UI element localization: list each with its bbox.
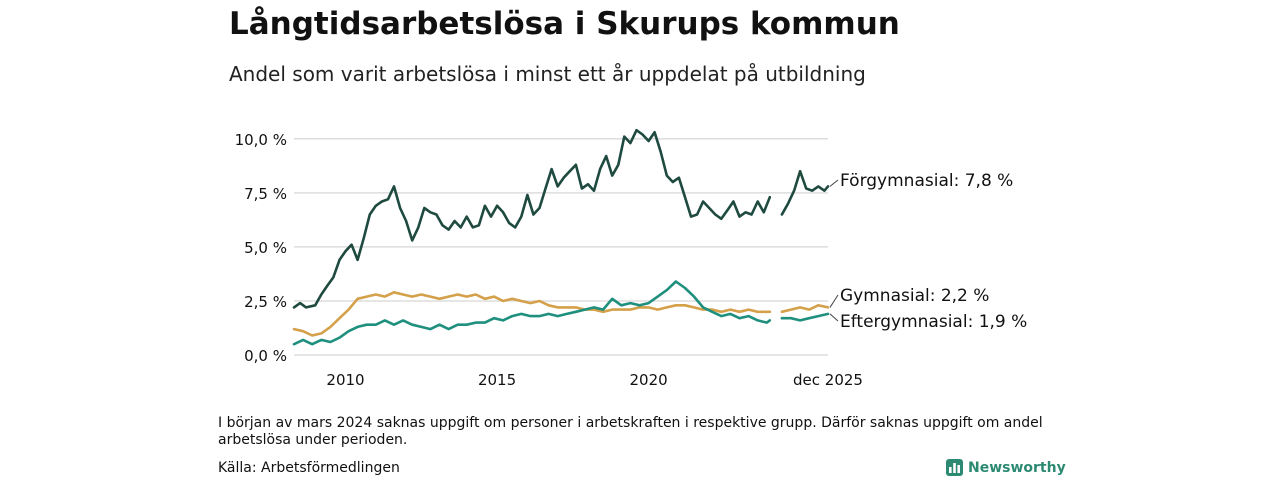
y-tick-label: 5,0 % [244, 239, 287, 257]
line-chart: 0,0 % 2,5 % 5,0 % 7,5 % 10,0 % 2010 2015 2020 d… [235, 128, 1027, 389]
label-leader [829, 294, 839, 308]
x-axis-tick-labels: 2010 2015 2020 dec 2025 [326, 371, 863, 389]
series-lines [292, 128, 830, 346]
footnote: I början av mars 2024 saknas uppgift om … [218, 415, 1043, 448]
x-tick-label: 2015 [478, 371, 516, 389]
x-tick-label: 2010 [326, 371, 364, 389]
x-tick-label: dec 2025 [793, 371, 863, 389]
label-leader [829, 313, 839, 322]
chart-subtitle: Andel som varit arbetslösa i minst ett å… [229, 62, 866, 86]
y-tick-label: 7,5 % [244, 185, 287, 203]
brand-name: Newsworthy [968, 459, 1066, 476]
grid-lines [294, 138, 828, 356]
series-labels: Förgymnasial: 7,8 % Gymnasial: 2,2 % Efter… [829, 171, 1027, 332]
y-tick-label: 0,0 % [244, 347, 287, 365]
series-end-label: Gymnasial: 2,2 % [840, 286, 989, 306]
label-leader [829, 179, 839, 187]
series-end-label: Eftergymnasial: 1,9 % [840, 312, 1027, 332]
series-end-label: Förgymnasial: 7,8 % [840, 171, 1013, 191]
y-tick-label: 2,5 % [244, 293, 287, 311]
series-line-gymnasial [292, 291, 830, 337]
chart-bars-icon [946, 459, 963, 476]
series-line-eftergymnasial [292, 280, 830, 346]
chart-title: Långtidsarbetslösa i Skurups kommun [229, 6, 900, 42]
y-axis-tick-labels: 0,0 % 2,5 % 5,0 % 7,5 % 10,0 % [235, 131, 287, 365]
y-tick-label: 10,0 % [235, 131, 287, 149]
series-line-förgymnasial [292, 128, 830, 309]
x-tick-label: 2020 [629, 371, 667, 389]
source-note: Källa: Arbetsförmedlingen [218, 460, 400, 476]
newsworthy-logo[interactable]: Newsworthy [946, 459, 1066, 476]
